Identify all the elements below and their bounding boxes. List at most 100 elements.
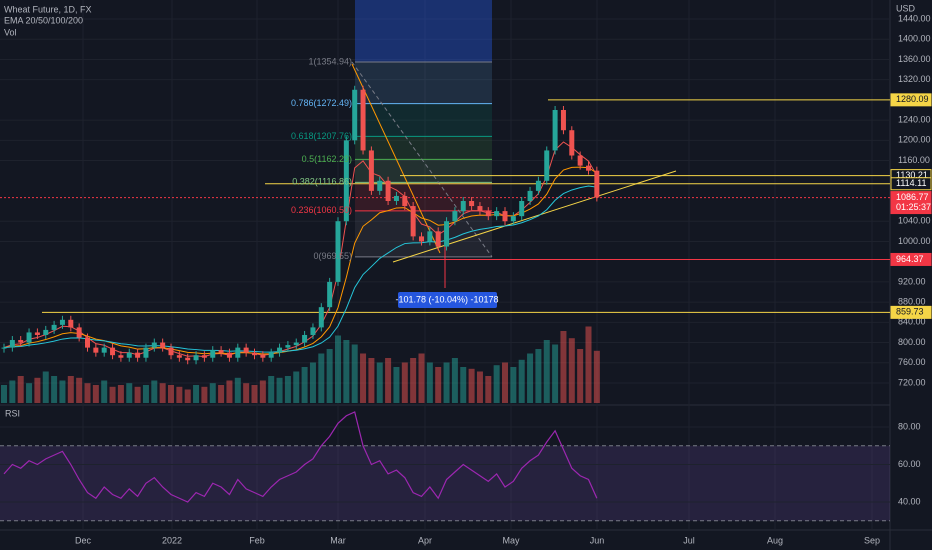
volume-bar (92, 385, 99, 403)
measure-box (398, 292, 497, 308)
volume-bar (577, 349, 584, 403)
candle (569, 130, 575, 156)
candle (469, 201, 475, 207)
candle (502, 211, 508, 222)
volume-bar (268, 376, 275, 403)
candle (118, 355, 124, 358)
volume-bar (234, 377, 241, 403)
volume-bar (59, 380, 66, 403)
candle (26, 332, 32, 343)
volume-bar (360, 353, 367, 403)
volume-bar (435, 367, 442, 403)
volume-bar (593, 350, 600, 403)
candle (519, 201, 525, 217)
time-label: Sep (864, 535, 880, 545)
price-tick-label: 1240.00 (898, 114, 931, 124)
volume-bar (476, 371, 483, 403)
candle (260, 355, 266, 358)
indicator-label[interactable]: EMA 20/50/100/200 (4, 15, 83, 25)
candle (577, 155, 583, 166)
candle (335, 221, 341, 282)
candle (218, 350, 224, 353)
drawn-trend (351, 63, 441, 254)
candle (444, 221, 450, 247)
volume-bar (209, 383, 216, 403)
candle (594, 170, 600, 198)
volume-bar (142, 385, 149, 403)
candle (510, 216, 516, 222)
currency-label: USD (896, 3, 916, 13)
volume-bar (527, 353, 534, 403)
candle (419, 236, 424, 242)
fib-label: 0.618(1207.76) (291, 131, 352, 141)
volume-bar (76, 377, 83, 403)
time-label: Jun (590, 535, 605, 545)
price-tick-label: 1160.00 (898, 155, 930, 165)
volume-bar (560, 331, 567, 403)
price-label-box (890, 93, 932, 107)
candle (210, 350, 216, 358)
price-label: 964.37 (896, 254, 924, 264)
price-tick-label: 920.00 (898, 276, 926, 286)
fib-extension (355, 0, 492, 63)
volume-bar (109, 386, 116, 403)
price-tick-label: 1040.00 (898, 216, 931, 226)
volume-bar (1, 385, 7, 403)
time-label: May (502, 535, 520, 545)
price-label: 1280.09 (896, 94, 929, 104)
volume-bar (176, 386, 183, 403)
candle (535, 180, 541, 191)
candle (85, 337, 90, 348)
candle (252, 352, 257, 356)
volume-bar (67, 376, 74, 403)
rsi-tick-label: 60.00 (898, 459, 921, 469)
volume-bar (535, 349, 542, 403)
volume-bar (426, 362, 433, 403)
rsi-title[interactable]: RSI (5, 408, 20, 418)
candle (310, 327, 316, 335)
volume-bar (568, 338, 575, 403)
rsi-tick-label: 80.00 (898, 421, 921, 431)
candle (402, 195, 408, 207)
volume-bar (418, 353, 425, 403)
candle (427, 231, 433, 242)
volume-bar (468, 368, 475, 403)
fib-label: 0.5(1162.29) (302, 154, 352, 164)
price-label: 1114.11 (896, 178, 927, 188)
candle (1, 347, 7, 349)
volume-bar (301, 367, 308, 403)
volume-bar (151, 380, 158, 403)
candle (352, 89, 358, 141)
candle (293, 342, 299, 346)
price-tick-label: 1000.00 (898, 236, 931, 246)
volume-bar (159, 383, 166, 403)
candle (76, 327, 82, 338)
volume-bar (226, 380, 233, 403)
fib-label: 1(1354.94) (308, 56, 352, 66)
symbol-title[interactable]: Wheat Future, 1D, FX (4, 4, 92, 14)
candle (318, 307, 324, 328)
time-label: Mar (330, 535, 346, 545)
volume-bar (284, 376, 291, 403)
candle (544, 150, 550, 181)
volume-bar (552, 344, 559, 403)
volume-bar (368, 358, 375, 403)
volume-bar (193, 385, 200, 403)
volume-bar (259, 380, 266, 403)
candle (201, 355, 207, 358)
volume-bar (218, 385, 225, 403)
price-tick-label: 720.00 (898, 377, 926, 387)
price-label-box (890, 191, 932, 215)
candle (343, 140, 349, 222)
price-label: 1086.77 (896, 192, 929, 202)
candle (277, 347, 283, 353)
volume-bar (393, 367, 400, 403)
volume-label[interactable]: Vol (4, 27, 17, 37)
volume-bar (326, 349, 333, 403)
volume-bar (84, 383, 91, 403)
candle (268, 352, 274, 358)
candle (34, 332, 40, 335)
candle (586, 165, 591, 171)
